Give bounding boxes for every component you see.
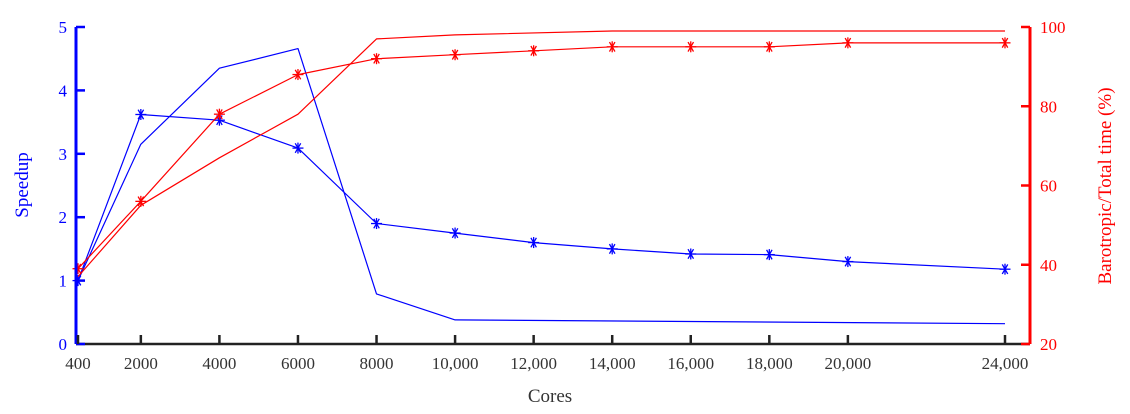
data-point-right-2 bbox=[842, 37, 854, 49]
data-point-left-0 bbox=[999, 263, 1011, 275]
axis-layer: 0 1 2 3 4 5 20 40 60 80 100 400 2000 4000 6000 8000 10,0… bbox=[59, 18, 1066, 373]
x-axis-tick-label: 16,000 bbox=[667, 354, 714, 373]
right-axis-tick-label: 80 bbox=[1040, 97, 1057, 116]
data-point-right-2 bbox=[213, 108, 225, 120]
left-axis-tick-label: 3 bbox=[59, 145, 68, 164]
right-axis-tick-label: 40 bbox=[1040, 256, 1057, 275]
x-axis-tick-label: 14,000 bbox=[589, 354, 636, 373]
x-axis-tick-label: 12,000 bbox=[510, 354, 557, 373]
x-axis-tick-label: 18,000 bbox=[746, 354, 793, 373]
data-point-right-2 bbox=[449, 49, 461, 61]
left-axis-tick-label: 2 bbox=[59, 208, 68, 227]
left-axis-tick-label: 1 bbox=[59, 272, 68, 291]
series-line-left-0 bbox=[77, 113, 1006, 281]
x-axis-tick-label: 4000 bbox=[202, 354, 236, 373]
data-point-right-2 bbox=[371, 53, 383, 65]
x-axis-tick-label: 20,000 bbox=[825, 354, 872, 373]
series-line-left-1 bbox=[77, 47, 1006, 325]
data-point-left-0 bbox=[292, 142, 304, 154]
right-axis-tick-label: 60 bbox=[1040, 177, 1057, 196]
x-axis-tick-label: 10,000 bbox=[432, 354, 479, 373]
series-layer bbox=[72, 30, 1011, 325]
data-point-left-0 bbox=[449, 227, 461, 239]
data-point-right-2 bbox=[606, 41, 618, 53]
data-point-right-2 bbox=[528, 45, 540, 57]
data-point-right-2 bbox=[999, 37, 1011, 49]
data-point-left-0 bbox=[135, 108, 147, 120]
x-axis-tick-label: 2000 bbox=[124, 354, 158, 373]
data-point-left-0 bbox=[528, 237, 540, 249]
x-axis-tick-label: 400 bbox=[65, 354, 91, 373]
data-point-left-0 bbox=[606, 243, 618, 255]
data-point-right-2 bbox=[763, 41, 775, 53]
left-axis-title: Speedup bbox=[12, 152, 33, 217]
data-point-right-2 bbox=[292, 69, 304, 81]
data-point-left-0 bbox=[763, 249, 775, 261]
right-axis-tick-label: 20 bbox=[1040, 335, 1057, 354]
series-line-right-3 bbox=[77, 30, 1005, 277]
data-point-left-0 bbox=[371, 218, 383, 230]
right-axis-title: Barotropic/Total time (%) bbox=[1095, 87, 1116, 284]
right-axis-tick-label: 100 bbox=[1040, 18, 1066, 37]
data-point-right-2 bbox=[685, 41, 697, 53]
left-axis-tick-label: 0 bbox=[59, 335, 68, 354]
series-line-right-2 bbox=[77, 42, 1005, 270]
x-axis-title: Cores bbox=[528, 386, 572, 407]
left-axis-tick-label: 4 bbox=[59, 81, 68, 100]
data-point-left-0 bbox=[842, 256, 854, 268]
x-axis-tick-label: 6000 bbox=[281, 354, 315, 373]
x-axis-tick-label: 8000 bbox=[360, 354, 394, 373]
data-point-left-0 bbox=[685, 248, 697, 260]
left-axis-tick-label: 5 bbox=[59, 18, 68, 37]
x-axis-tick-label: 24,000 bbox=[982, 354, 1029, 373]
